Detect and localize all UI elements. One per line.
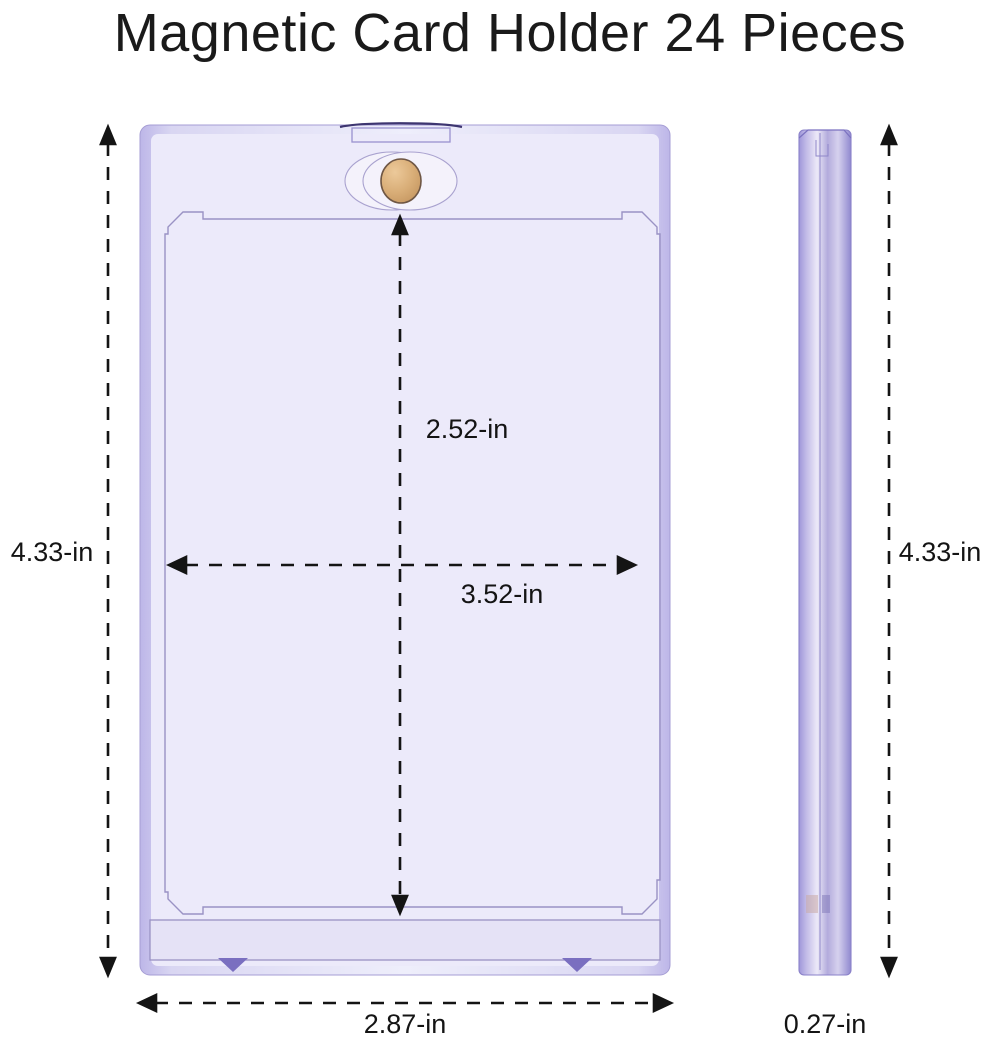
svg-text:3.52-in: 3.52-in — [461, 579, 544, 609]
svg-text:0.27-in: 0.27-in — [784, 1009, 867, 1039]
svg-text:4.33-in: 4.33-in — [11, 537, 94, 567]
svg-text:2.52-in: 2.52-in — [426, 414, 509, 444]
svg-text:2.87-in: 2.87-in — [364, 1009, 447, 1039]
svg-text:4.33-in: 4.33-in — [899, 537, 982, 567]
